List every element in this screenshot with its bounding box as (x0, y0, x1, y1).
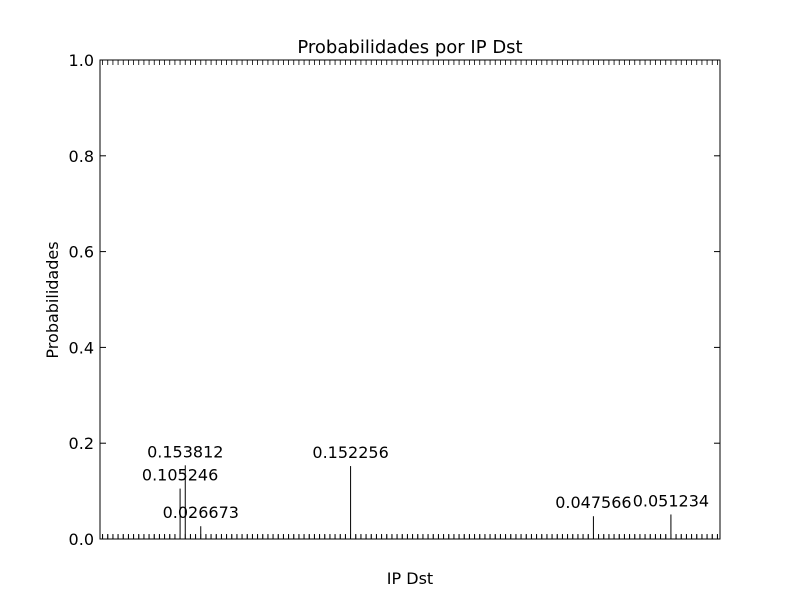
y-tick-label: 0.4 (69, 338, 94, 357)
data-label: 0.047566 (555, 493, 631, 512)
data-label: 0.152256 (312, 443, 388, 462)
plot-frame (99, 59, 721, 540)
data-label: 0.105246 (142, 466, 218, 485)
y-tick-label: 0.8 (69, 147, 94, 166)
y-tick-label: 0.2 (69, 434, 94, 453)
data-label: 0.026673 (163, 503, 239, 522)
chart-title: Probabilidades por IP Dst (297, 37, 522, 58)
y-tick-label: 0.6 (69, 243, 94, 262)
y-tick-label: 0.0 (69, 530, 94, 549)
x-axis (102, 60, 718, 539)
y-axis-label: Probabilidades (43, 241, 62, 358)
y-tick-label: 1.0 (69, 51, 94, 70)
data-label: 0.051234 (633, 491, 709, 510)
value-labels-group: 0.105246 0.153812 0.026673 0.152256 0.047566… (142, 442, 709, 522)
x-axis-label: IP Dst (387, 569, 433, 588)
data-label: 0.153812 (147, 442, 223, 461)
y-axis: 0.0 0.2 0.4 0.6 0.8 1.0 (69, 51, 720, 549)
